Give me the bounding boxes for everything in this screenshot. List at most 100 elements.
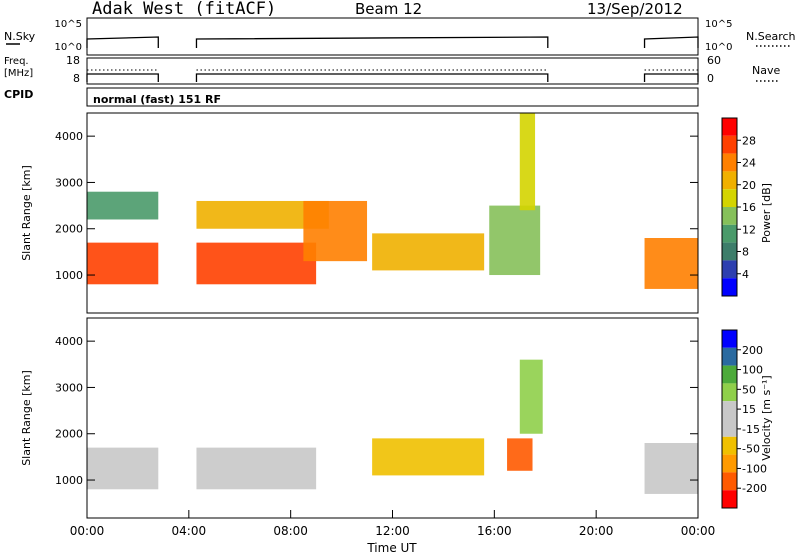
- freq-unit: [MHz]: [4, 68, 33, 79]
- power-cbar-tick-label-0: 4: [742, 268, 749, 281]
- vel-cbar-swatch-2: [722, 365, 737, 384]
- power-bands-ytick-label-0: 1000: [55, 269, 83, 282]
- radar-title: Adak West (fitACF): [92, 0, 276, 19]
- nsky-panel: N.Sky 10^5 10^0 10^5 10^0 N.Search: [4, 17, 796, 56]
- velocity-colorbar: -200 -100 -50 -15 15 50 100 200: [721, 329, 767, 509]
- power-cbar-swatch-8: [722, 260, 737, 279]
- power-cbar-tick-label-6: 28: [742, 134, 756, 147]
- vel-cbar-tick-label-4: 15: [742, 403, 756, 416]
- cpid-label: CPID: [4, 88, 33, 101]
- nave-tick-top: 60: [707, 54, 721, 67]
- vel-cbar-tick-label-7: 200: [742, 344, 763, 357]
- vel-bands-ytick-label-3: 4000: [55, 335, 83, 348]
- beam-label: Beam 12: [355, 0, 422, 18]
- nsearch-label: N.Search: [746, 30, 796, 43]
- vel-cbar-swatch-7: [722, 454, 737, 473]
- date-label: 13/Sep/2012: [587, 0, 683, 18]
- vel-cbar-swatch-8: [722, 472, 737, 491]
- nsearch-tick-bottom: 10^0: [705, 42, 732, 53]
- power-axes-frame: [86, 112, 699, 314]
- power-panel: 1000 2000 3000 4000 Slant Range [km] 4 8 12 16…: [20, 112, 773, 314]
- vel-cbar-swatch-3: [722, 383, 737, 402]
- power-bands-band-0: [87, 242, 159, 285]
- power-bands-band-4: [303, 200, 368, 262]
- vel-bands-band-4: [519, 359, 543, 434]
- vel-bands-ytick-label-0: 1000: [55, 474, 83, 487]
- power-bands-ytick-label-1: 2000: [55, 223, 83, 236]
- vel-cbar-swatch-0: [722, 330, 737, 348]
- vel-bands-band-1: [196, 447, 317, 490]
- xtick-label-4: 16:00: [477, 524, 512, 538]
- xtick-label-0: 00:00: [70, 524, 105, 538]
- vel-bands-band-2: [372, 438, 485, 476]
- freq-label: Freq.: [4, 56, 29, 67]
- vel-bands-ytick-label-2: 3000: [55, 381, 83, 394]
- power-ylabel: Slant Range [km]: [20, 165, 33, 261]
- power-bands-ytick-label-2: 3000: [55, 176, 83, 189]
- nsky-label: N.Sky: [4, 30, 36, 43]
- vel-cbar-tick-label-3: -15: [742, 423, 760, 436]
- nave-label: Nave: [752, 64, 780, 77]
- nsky-block-1: [195, 36, 549, 48]
- velocity-colorbar-label: Velocity [m s⁻¹]: [760, 375, 773, 460]
- xtick-label-3: 12:00: [375, 524, 410, 538]
- vel-cbar-swatch-9: [722, 490, 737, 508]
- power-cbar-swatch-5: [722, 207, 737, 225]
- xtick-label-5: 20:00: [579, 524, 614, 538]
- nsky-block-0: [86, 36, 159, 48]
- nsky-tick-top: 10^5: [55, 19, 82, 30]
- vel-bands-band-3: [507, 438, 533, 471]
- xtick-label-1: 04:00: [172, 524, 207, 538]
- power-cbar-swatch-6: [722, 224, 737, 243]
- vel-bands-band-5: [644, 443, 698, 494]
- nsky-trace: [86, 36, 699, 48]
- vel-cbar-tick-label-1: -100: [742, 462, 767, 475]
- vel-bands-band-0: [87, 447, 159, 490]
- power-cbar-swatch-9: [722, 278, 737, 296]
- freq-block-0: [86, 73, 159, 82]
- vel-cbar-tick-label-0: -200: [742, 482, 767, 495]
- power-cbar-tick-label-3: 16: [742, 201, 756, 214]
- power-cbar-swatch-2: [722, 153, 737, 172]
- power-bands-band-7: [519, 113, 536, 211]
- velocity-panel: 1000 2000 3000 4000 Slant Range [km] -200 -1…: [20, 317, 773, 554]
- nsearch-tick-top: 10^5: [705, 19, 732, 30]
- vel-cbar-swatch-6: [722, 436, 737, 455]
- vel-bands-ytick-label-1: 2000: [55, 428, 83, 441]
- power-cbar-swatch-4: [722, 189, 737, 207]
- freq-panel: Freq. [MHz] 18 8 60 0 Nave: [4, 54, 780, 85]
- power-colorbar: 4 8 12 16 20 24 28: [721, 117, 756, 297]
- vel-cbar-tick-label-5: 50: [742, 383, 756, 396]
- freq-block-1: [195, 73, 549, 82]
- freq-block-2: [643, 73, 699, 82]
- power-cbar-swatch-3: [722, 171, 737, 190]
- time-axis-label: Time UT: [366, 541, 417, 554]
- power-colorbar-label: Power [dB]: [760, 183, 773, 243]
- power-bands-band-2: [196, 242, 317, 285]
- power-cbar-swatch-1: [722, 135, 737, 154]
- power-cbar-swatch-7: [722, 242, 737, 261]
- power-cbar-tick-label-4: 20: [742, 179, 756, 192]
- xtick-label-6: 00:00: [681, 524, 716, 538]
- freq-tick-bottom: 8: [73, 72, 80, 85]
- nave-tick-bottom: 0: [707, 72, 714, 85]
- cpid-value: normal (fast) 151 RF: [93, 93, 221, 106]
- power-cbar-tick-label-5: 24: [742, 157, 756, 170]
- nsky-block-2: [643, 36, 699, 48]
- vel-cbar-swatch-4: [722, 401, 737, 419]
- vel-cbar-tick-label-2: -50: [742, 443, 760, 456]
- nsky-tick-bottom: 10^0: [55, 42, 82, 53]
- freq-trace: [86, 69, 699, 82]
- vel-cbar-frame: [721, 329, 738, 509]
- cpid-bar: [86, 87, 699, 107]
- vel-cbar-swatch-5: [722, 419, 737, 437]
- power-cbar-tick-label-1: 8: [742, 246, 749, 259]
- power-cbar-swatch-0: [722, 118, 737, 136]
- velocity-ylabel: Slant Range [km]: [20, 370, 33, 466]
- power-bands-band-6: [489, 205, 541, 276]
- vel-cbar-swatch-1: [722, 347, 737, 366]
- xtick-label-2: 08:00: [273, 524, 308, 538]
- power-bands-ytick-label-3: 4000: [55, 130, 83, 143]
- power-bands-band-8: [644, 238, 698, 289]
